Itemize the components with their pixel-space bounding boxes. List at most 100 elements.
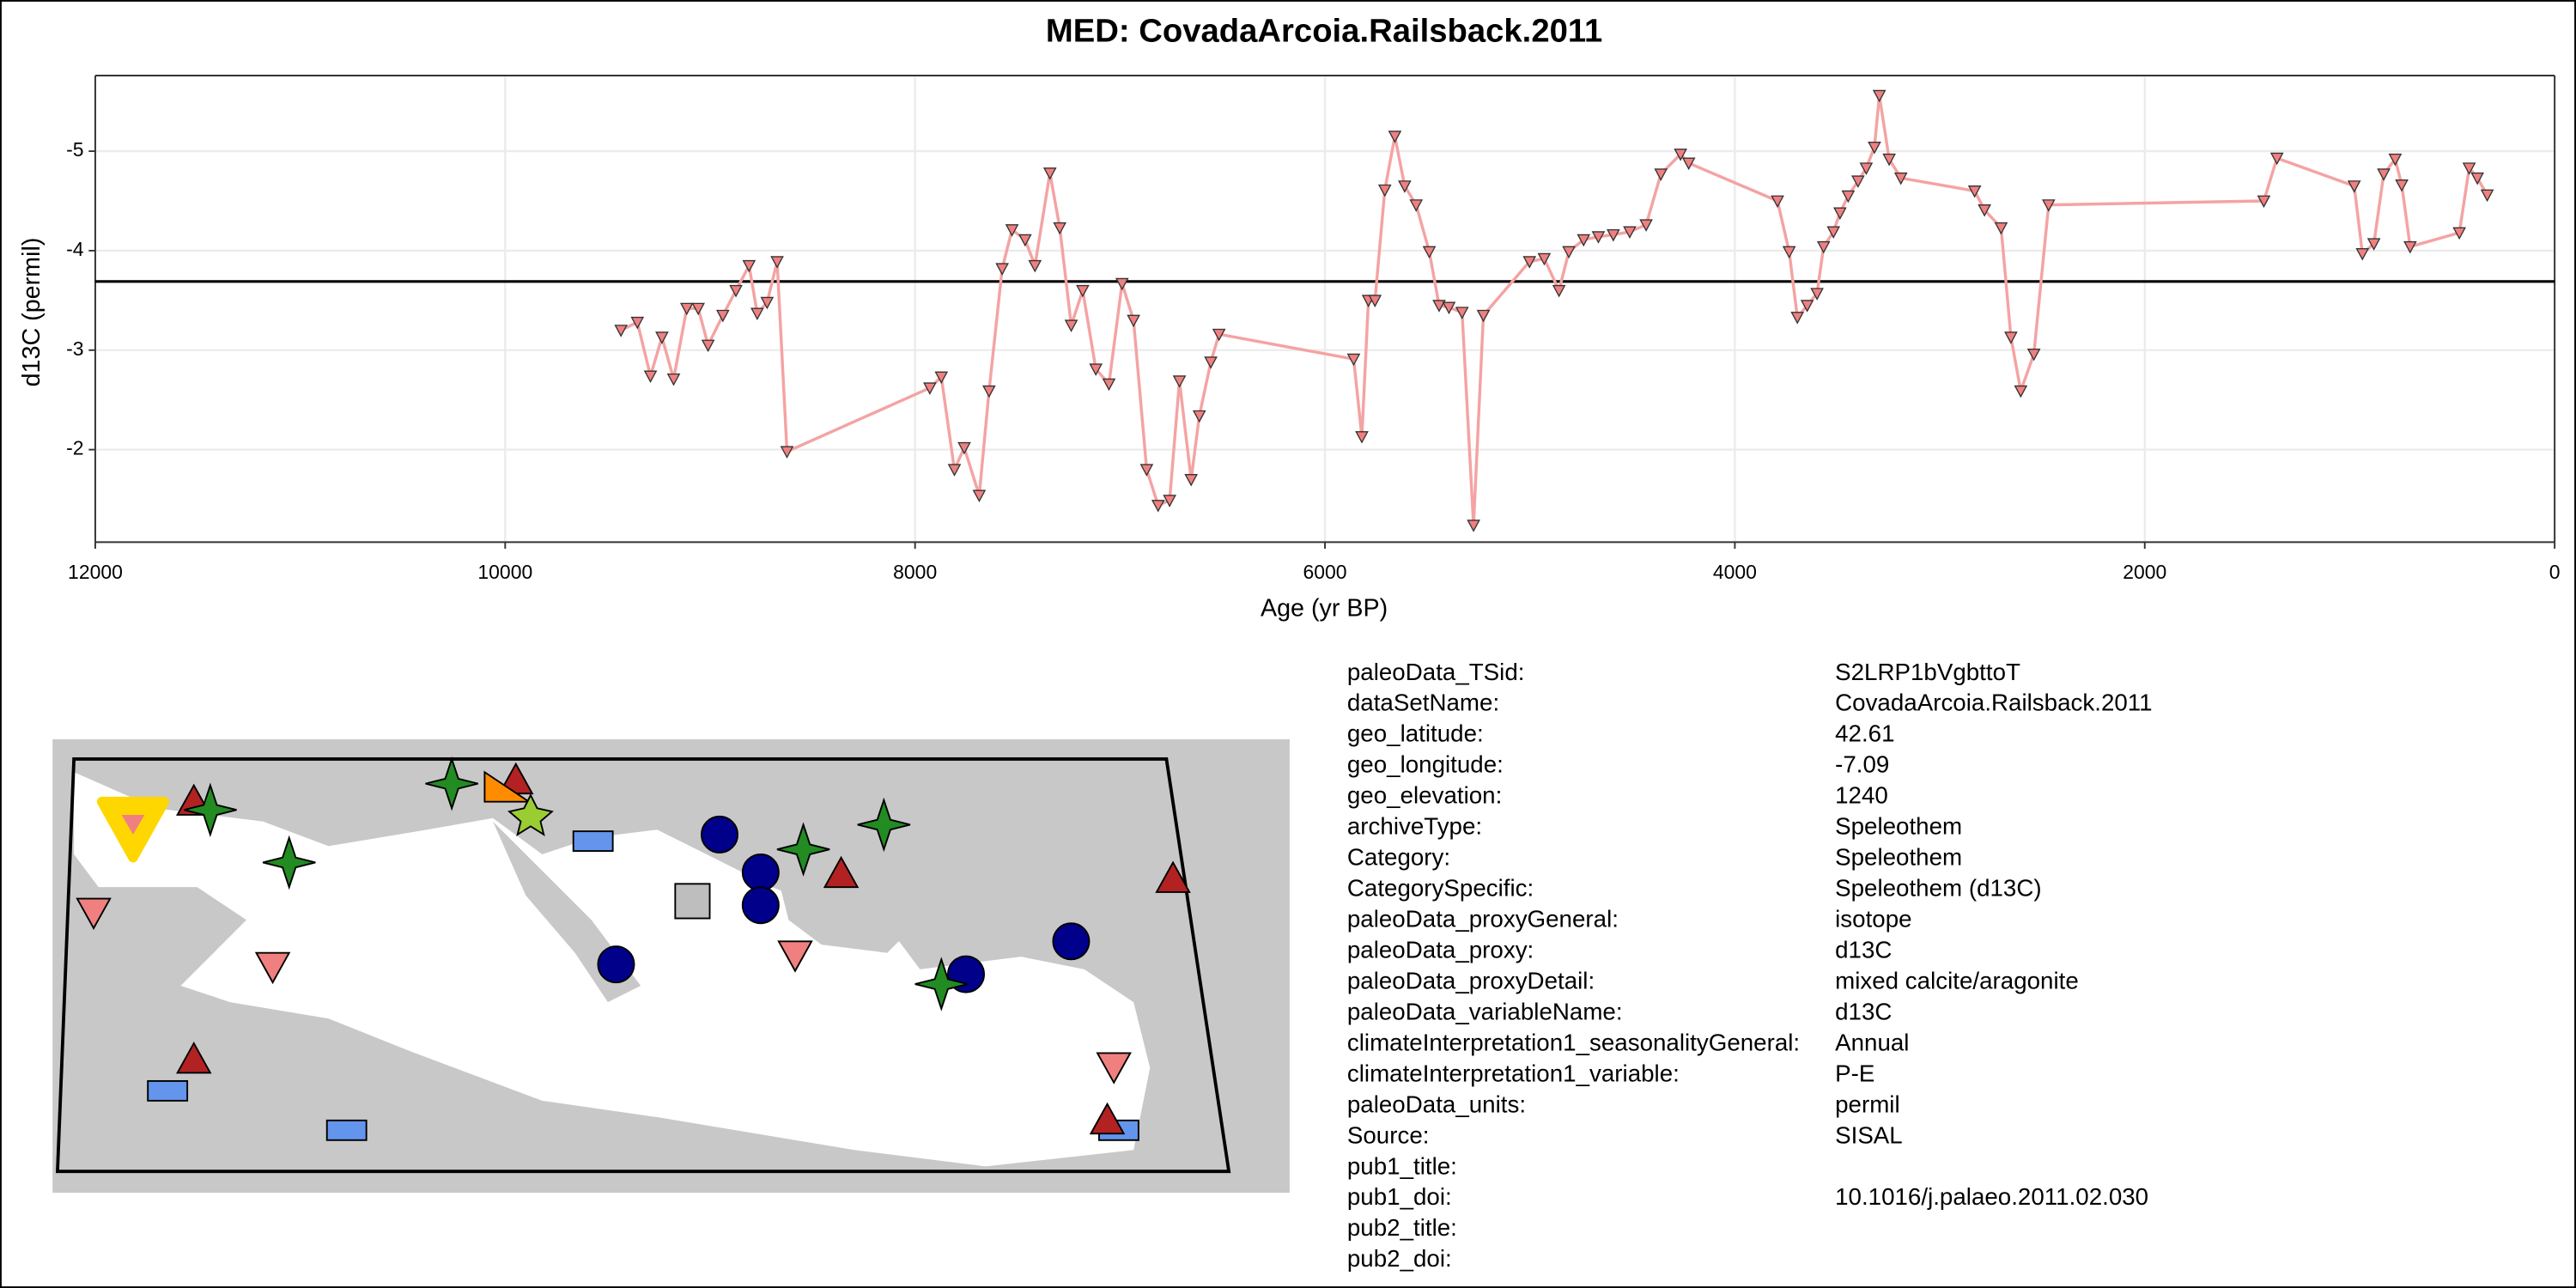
site-marker — [425, 756, 478, 811]
data-point — [2388, 153, 2403, 167]
meta-value: permil — [1835, 1091, 1900, 1117]
x-tick-label: 0 — [2549, 561, 2561, 583]
meta-value: S2LRP1bVgbttoT — [1835, 659, 2020, 685]
data-point — [923, 382, 937, 395]
site-marker — [507, 793, 554, 837]
meta-key: geo_latitude: — [1347, 720, 1484, 747]
site-marker — [76, 897, 112, 930]
data-point — [1409, 199, 1424, 212]
site-marker — [483, 770, 532, 803]
data-point — [750, 307, 764, 321]
meta-value: Speleothem — [1835, 813, 1962, 840]
chart-title: MED: CovadaArcoia.Railsback.2011 — [1046, 12, 1602, 49]
data-point — [1967, 185, 1982, 198]
data-point — [1591, 231, 1606, 244]
data-point — [760, 296, 775, 310]
map-frame — [55, 757, 1231, 1174]
meta-key: paleoData_proxy: — [1347, 936, 1534, 963]
meta-value: SISAL — [1835, 1121, 1903, 1148]
site-marker — [176, 1041, 212, 1074]
data-point — [1212, 328, 1226, 342]
data-point — [780, 446, 794, 459]
data-point — [1172, 375, 1187, 388]
data-point — [2026, 348, 2041, 361]
data-point — [2355, 247, 2370, 261]
data-point — [2462, 162, 2476, 175]
meta-value: isotope — [1835, 906, 1911, 933]
site-marker — [1052, 922, 1091, 961]
x-tick-label: 6000 — [1303, 561, 1347, 583]
meta-key: geo_elevation: — [1347, 782, 1502, 809]
data-point — [1522, 256, 1537, 269]
data-point — [957, 441, 971, 455]
data-point — [643, 370, 658, 384]
data-point — [2403, 240, 2417, 254]
site-marker — [572, 830, 614, 853]
data-point — [1882, 153, 1896, 167]
data-point — [2452, 227, 2466, 240]
data-point — [614, 325, 629, 337]
data-point — [947, 464, 962, 477]
site-marker — [777, 940, 813, 973]
data-point — [1368, 295, 1382, 307]
data-point — [1841, 190, 1856, 204]
site-marker — [262, 835, 316, 890]
data-point — [1674, 149, 1687, 161]
x-axis-title: Age (yr BP) — [1261, 594, 1388, 622]
data-point — [1115, 277, 1129, 291]
meta-key: geo_longitude: — [1347, 751, 1504, 778]
data-point — [1623, 226, 1637, 240]
meta-value: 10.1016/j.palaeo.2011.02.030 — [1835, 1183, 2148, 1210]
data-point — [1163, 495, 1176, 507]
site-marker — [823, 855, 860, 889]
current-site-marker — [121, 814, 145, 835]
data-point — [1089, 363, 1103, 376]
data-point — [982, 385, 996, 398]
data-point — [1681, 157, 1696, 171]
meta-key: paleoData_variableName: — [1347, 998, 1623, 1024]
data-point — [1577, 234, 1591, 247]
data-point — [1139, 464, 1154, 477]
site-marker — [597, 945, 635, 984]
meta-value: d13C — [1835, 936, 1892, 963]
data-point — [729, 284, 743, 298]
data-point — [1790, 312, 1805, 325]
data-point — [1053, 222, 1067, 235]
y-tick-label: -4 — [66, 238, 84, 260]
data-point — [1028, 259, 1042, 273]
meta-key: CategorySpecific: — [1347, 875, 1534, 902]
data-point — [1893, 172, 1908, 185]
data-point — [2347, 180, 2361, 193]
data-point — [630, 316, 645, 330]
meta-key: climateInterpretation1_seasonalityGenera… — [1347, 1029, 1800, 1055]
data-point — [2269, 152, 2284, 166]
site-marker — [701, 815, 739, 854]
meta-key: pub1_title: — [1347, 1152, 1457, 1179]
data-point — [2014, 385, 2028, 398]
data-point — [1562, 246, 1576, 259]
data-point — [1184, 473, 1199, 487]
balkans — [772, 854, 920, 953]
data-point — [1859, 162, 1874, 175]
meta-key: Category: — [1347, 844, 1450, 871]
site-marker — [325, 1119, 368, 1141]
meta-key: dataSetName: — [1347, 690, 1499, 716]
meta-value: Speleothem — [1835, 844, 1962, 871]
data-point — [691, 302, 705, 316]
meta-value: mixed calcite/aragonite — [1835, 967, 2079, 993]
data-point — [1005, 224, 1019, 237]
data-point — [1076, 284, 1090, 298]
plot: 12000 10000 8000 6000 4000 2000 0 -2 -3 -4 -5 — [66, 75, 2561, 583]
data-point — [2042, 199, 2056, 212]
data-point — [1064, 319, 1078, 332]
meta-value: Annual — [1835, 1029, 1909, 1055]
data-point — [2377, 168, 2391, 181]
site-marker — [1089, 1102, 1126, 1135]
site-marker — [254, 951, 291, 985]
y-axis-title: d13C (permil) — [18, 238, 46, 387]
data-point — [1872, 89, 1886, 103]
data-point — [2395, 179, 2409, 192]
site-marker — [184, 782, 237, 837]
site-marker — [776, 822, 830, 877]
